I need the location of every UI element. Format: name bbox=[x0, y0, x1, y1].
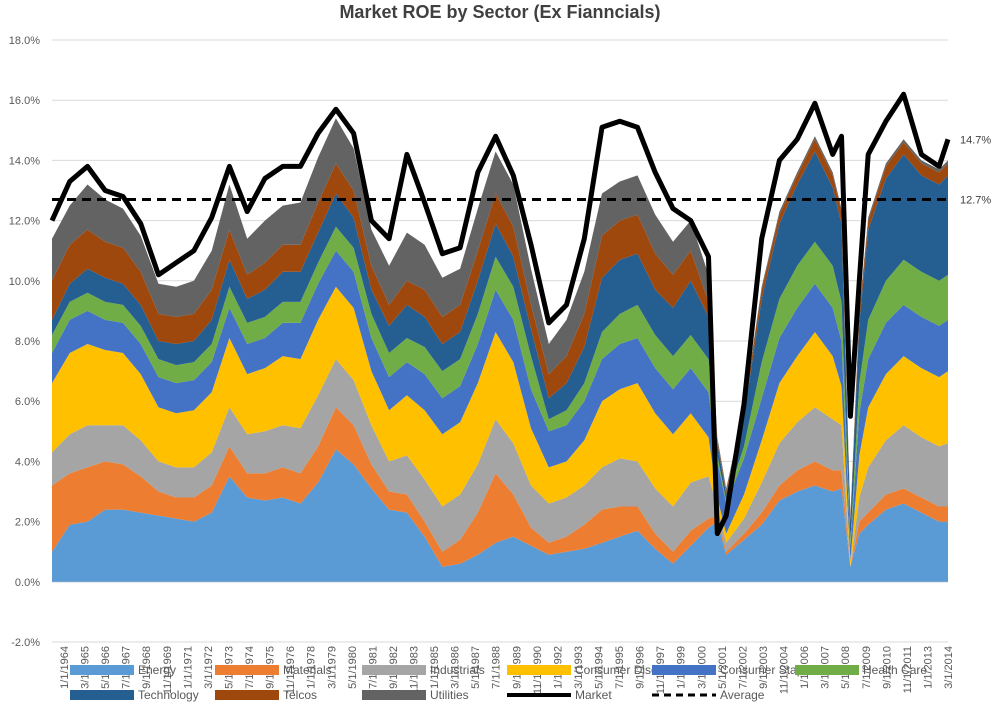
legend-swatch bbox=[70, 665, 134, 675]
x-tick-label: 5/1/1994 bbox=[594, 646, 606, 689]
legend-swatch bbox=[652, 665, 716, 675]
legend-label: Technology bbox=[138, 688, 199, 702]
legend-label: Consumer Staples bbox=[720, 663, 819, 677]
y-tick-label: 10.0% bbox=[9, 276, 40, 288]
legend-swatch bbox=[795, 665, 859, 675]
x-tick-label: 5/1/1980 bbox=[347, 646, 359, 689]
x-tick-label: 9/1/1968 bbox=[141, 646, 153, 689]
legend-swatch bbox=[362, 665, 426, 675]
x-tick-label: 9/1/2010 bbox=[881, 646, 893, 689]
x-tick-label: 1/1/1978 bbox=[306, 646, 318, 689]
area-layer bbox=[52, 118, 948, 582]
legend-item: Average bbox=[652, 688, 765, 702]
legend-item: Consumer Disc. bbox=[507, 663, 660, 677]
x-tick-label: 3/1/1993 bbox=[573, 646, 585, 689]
legend-item: Consumer Staples bbox=[652, 663, 819, 677]
legend-label: Health Care bbox=[863, 663, 927, 677]
legend-item: Materials bbox=[215, 663, 332, 677]
legend-item: Health Care bbox=[795, 663, 927, 677]
x-tick-label: 1/1/1985 bbox=[429, 646, 441, 689]
average-end-label: 12.7% bbox=[960, 195, 991, 207]
legend-swatch bbox=[215, 665, 279, 675]
legend-swatch bbox=[507, 665, 571, 675]
x-tick-label: 5/1/2001 bbox=[717, 646, 729, 689]
x-tick-label: 1/1/1964 bbox=[59, 646, 71, 689]
x-tick-label: 7/1/1988 bbox=[491, 646, 503, 689]
x-tick-label: 7/1/2002 bbox=[737, 646, 749, 689]
legend-item: Industrials bbox=[362, 663, 485, 677]
x-tick-label: 9/1/2003 bbox=[758, 646, 770, 689]
market-end-label: 14.7% bbox=[960, 134, 991, 146]
x-tick-label: 1/1/1971 bbox=[182, 646, 194, 689]
legend-label: Materials bbox=[283, 663, 332, 677]
x-tick-label: 3/1/1986 bbox=[450, 646, 462, 689]
legend-label: Utilities bbox=[430, 688, 469, 702]
market-line bbox=[49, 91, 951, 537]
area-energy bbox=[52, 449, 948, 582]
x-tick-label: 1/1/2013 bbox=[922, 646, 934, 689]
y-axis-ticks: 18.0% 16.0% 14.0% 12.0% 10.0% 8.0% 6.0% 4.0% 2.0… bbox=[9, 35, 40, 649]
x-tick-label: 3/1/1972 bbox=[203, 646, 215, 689]
area-health-care bbox=[52, 226, 948, 546]
y-tick-label: 6.0% bbox=[15, 396, 40, 408]
y-tick-label: 2.0% bbox=[15, 517, 40, 529]
chart-title: Market ROE by Sector (Ex Fianncials) bbox=[339, 2, 661, 22]
y-tick-label: 4.0% bbox=[15, 456, 40, 468]
x-tick-label: 7/1/1995 bbox=[614, 646, 626, 689]
legend-label: Industrials bbox=[430, 663, 485, 677]
end-labels: 14.7% 12.7% bbox=[960, 134, 991, 206]
line-layer bbox=[49, 91, 951, 537]
area-utilities bbox=[52, 118, 948, 519]
area-industrials bbox=[52, 359, 948, 567]
y-tick-label: 18.0% bbox=[9, 35, 40, 47]
x-tick-label: 11/1/1976 bbox=[285, 646, 297, 694]
y-tick-label: 0.0% bbox=[15, 577, 40, 589]
legend-label: Telcos bbox=[283, 688, 317, 702]
x-tick-label: 7/1/2009 bbox=[861, 646, 873, 689]
y-tick-label: 14.0% bbox=[9, 155, 40, 167]
legend-item: Technology bbox=[70, 688, 199, 702]
x-tick-label: 9/1/1996 bbox=[635, 646, 647, 689]
legend: Energy Materials Industrials Consumer Disc.… bbox=[70, 663, 927, 702]
x-tick-label: 3/1/1979 bbox=[326, 646, 338, 689]
y-tick-label: 16.0% bbox=[9, 95, 40, 107]
x-tick-label: 5/1/1987 bbox=[470, 646, 482, 689]
y-tick-label: -2.0% bbox=[11, 637, 40, 649]
legend-label: Consumer Disc. bbox=[575, 663, 660, 677]
legend-swatch bbox=[362, 690, 426, 700]
y-tick-label: 12.0% bbox=[9, 216, 40, 228]
legend-swatch bbox=[215, 690, 279, 700]
legend-item: Utilities bbox=[362, 688, 469, 702]
area-telcos bbox=[52, 139, 948, 522]
area-materials bbox=[52, 407, 948, 567]
legend-label: Market bbox=[575, 688, 612, 702]
x-tick-label: 11/1/1969 bbox=[162, 646, 174, 694]
legend-item: Market bbox=[507, 688, 612, 702]
legend-item: Telcos bbox=[215, 688, 317, 702]
legend-swatch bbox=[70, 690, 134, 700]
legend-item: Energy bbox=[70, 663, 176, 677]
x-tick-label: 11/1/2004 bbox=[779, 646, 791, 694]
x-tick-label: 3/1/2014 bbox=[943, 646, 955, 689]
y-tick-label: 8.0% bbox=[15, 336, 40, 348]
area-consumer-staples bbox=[52, 250, 948, 561]
x-tick-label: 11/1/2011 bbox=[902, 646, 914, 693]
legend-label: Energy bbox=[138, 663, 176, 677]
legend-label: Average bbox=[720, 688, 765, 702]
area-consumer-disc bbox=[52, 286, 948, 567]
